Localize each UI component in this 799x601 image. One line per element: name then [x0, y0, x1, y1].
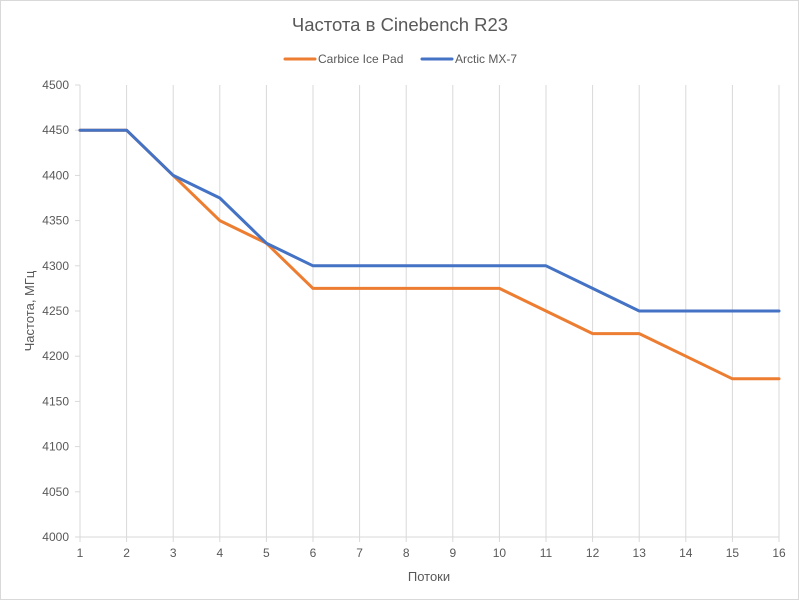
y-tick-label: 4150: [42, 394, 69, 408]
legend: Carbice Ice Pad Arctic MX-7: [283, 52, 517, 66]
x-tick-label: 11: [540, 546, 553, 560]
x-tick-label: 4: [216, 546, 223, 560]
x-tick-label: 12: [586, 546, 600, 560]
y-tick-label: 4100: [42, 440, 69, 454]
series-line-arctic-mx-7: [78, 128, 781, 313]
x-tick-label: 5: [263, 546, 270, 560]
y-tick-label: 4450: [42, 123, 69, 137]
y-tick-label: 4250: [42, 304, 69, 318]
x-tick-label: 16: [772, 546, 786, 560]
x-tick-label: 14: [679, 546, 693, 560]
y-axis-title: Частота, МГц: [22, 270, 37, 351]
y-tick-label: 4200: [42, 349, 69, 363]
y-tick-label: 4300: [42, 259, 69, 273]
series-line-carbice-ice-pad: [78, 128, 781, 381]
x-tick-label: 15: [726, 546, 740, 560]
y-tick-label: 4350: [42, 214, 69, 228]
x-tick-label: 8: [403, 546, 410, 560]
x-axis-ticks: 1 2 3 4 5 6 7 8 9 10 11 12 13 14 15 16: [77, 537, 786, 560]
x-tick-label: 9: [449, 546, 456, 560]
x-tick-label: 3: [170, 546, 177, 560]
y-tick-label: 4500: [42, 78, 69, 92]
legend-label: Arctic MX-7: [455, 52, 517, 66]
x-tick-label: 7: [356, 546, 363, 560]
series-lines: [78, 128, 781, 381]
y-tick-label: 4050: [42, 485, 69, 499]
x-tick-label: 10: [493, 546, 507, 560]
legend-label: Carbice Ice Pad: [318, 52, 403, 66]
x-tick-label: 2: [123, 546, 130, 560]
x-axis-title: Потоки: [408, 569, 450, 584]
chart-title: Частота в Cinebench R23: [292, 14, 508, 35]
y-axis-ticks: 4000 4050 4100 4150 4200 4250 4300 4350 4400 4450…: [42, 78, 80, 544]
y-tick-label: 4400: [42, 168, 69, 182]
x-tick-label: 13: [633, 546, 647, 560]
y-tick-label: 4000: [42, 530, 69, 544]
x-tick-label: 6: [310, 546, 317, 560]
x-tick-label: 1: [77, 546, 84, 560]
